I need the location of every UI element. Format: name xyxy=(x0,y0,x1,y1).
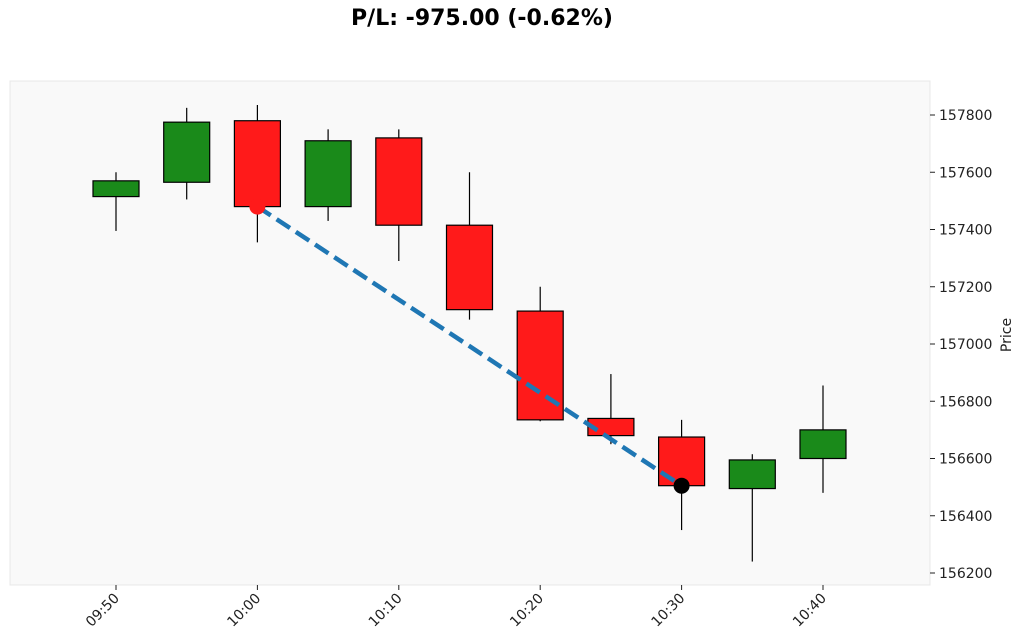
candle-body-up xyxy=(92,180,140,198)
y-tick-label: 157000 xyxy=(939,337,992,353)
y-tick-label: 157200 xyxy=(939,280,992,296)
candle-body-up xyxy=(728,459,776,490)
plot-area xyxy=(9,80,931,586)
y-axis-label: Price xyxy=(999,318,1015,352)
candle-body-up xyxy=(163,121,211,183)
candle xyxy=(92,172,140,231)
x-tick-label: 10:00 xyxy=(224,591,264,631)
y-tick-label: 156200 xyxy=(939,566,992,582)
candle xyxy=(799,385,847,493)
x-tick-label: 10:10 xyxy=(366,591,406,631)
candle xyxy=(587,374,635,445)
y-tick-label: 156400 xyxy=(939,509,992,525)
candle-body-down xyxy=(445,224,494,311)
candle-body-up xyxy=(304,140,352,208)
y-tick-label: 157600 xyxy=(939,165,992,181)
y-axis: 156200 156400 156600 156800 157000 157200 1574… xyxy=(930,108,992,582)
x-tick-label: 10:30 xyxy=(649,591,689,631)
candle xyxy=(445,172,494,320)
entry-marker xyxy=(249,198,266,215)
candle-body-down xyxy=(375,137,423,226)
trade-overlay xyxy=(249,198,690,494)
exit-marker xyxy=(673,477,690,494)
x-tick-label: 10:20 xyxy=(507,591,547,631)
candle-body-down xyxy=(587,417,635,437)
candle-body-up xyxy=(799,429,847,460)
y-tick-label: 157800 xyxy=(939,108,992,124)
candle xyxy=(163,107,211,200)
y-tick-label: 156600 xyxy=(939,452,992,468)
x-axis: 09:50 10:00 10:10 10:20 10:30 10:40 xyxy=(83,585,830,630)
x-tick-label: 09:50 xyxy=(83,591,123,631)
candle xyxy=(728,454,776,562)
candle xyxy=(375,129,423,261)
candle xyxy=(304,129,352,221)
y-tick-label: 156800 xyxy=(939,394,992,410)
chart-title: P/L: -975.00 (-0.62%) xyxy=(351,6,613,31)
candle-body-down xyxy=(233,120,281,208)
trade-line xyxy=(256,204,683,488)
x-tick-label: 10:40 xyxy=(790,591,830,631)
y-tick-label: 157400 xyxy=(939,223,992,239)
